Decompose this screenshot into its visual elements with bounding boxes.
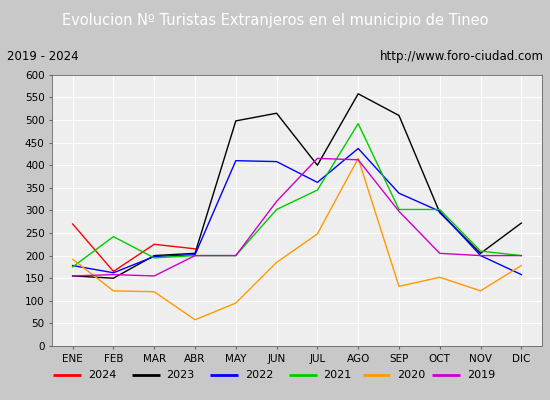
Text: 2021: 2021 [323,370,352,380]
Text: 2022: 2022 [245,370,273,380]
Text: http://www.foro-ciudad.com: http://www.foro-ciudad.com [379,50,543,63]
Text: 2023: 2023 [167,370,195,380]
Text: Evolucion Nº Turistas Extranjeros en el municipio de Tineo: Evolucion Nº Turistas Extranjeros en el … [62,14,488,28]
Text: 2020: 2020 [398,370,426,380]
Text: 2019 - 2024: 2019 - 2024 [7,50,78,63]
Text: 2024: 2024 [88,370,116,380]
Text: 2019: 2019 [467,370,495,380]
